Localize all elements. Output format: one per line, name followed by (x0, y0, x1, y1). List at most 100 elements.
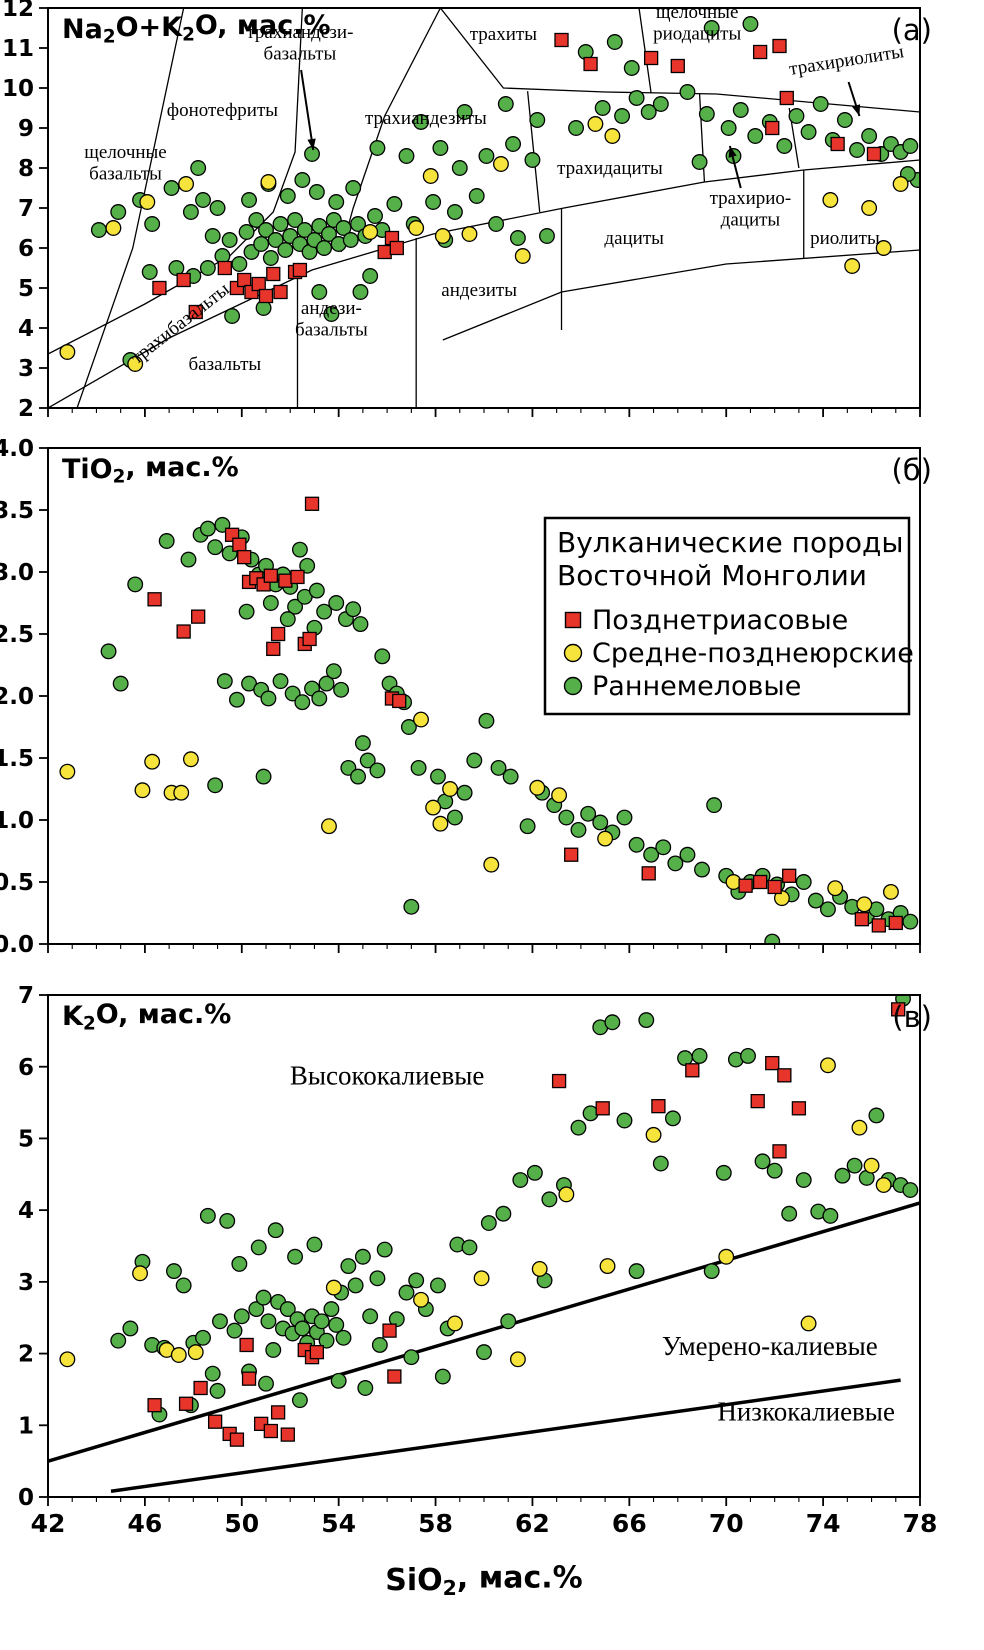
data-point-early_cretaceous (403, 1349, 420, 1366)
data-point-early_cretaceous (308, 184, 325, 200)
data-point-middle_late_jurassic (325, 1279, 342, 1296)
data-point-late_triassic (193, 1380, 208, 1396)
panel-k2o: Высококалиевые Умерено-калиевые Низкокалие… (18, 983, 932, 1511)
data-point-middle_late_jurassic (473, 1270, 490, 1287)
data-point-late_triassic (772, 1144, 787, 1159)
data-point-early_cretaceous (849, 142, 865, 158)
data-point-early_cretaceous (340, 1258, 357, 1275)
data-point-late_triassic (188, 304, 203, 320)
data-point-early_cretaceous (260, 690, 277, 707)
field-boundary-line (638, 8, 652, 94)
data-point-early_cretaceous (652, 1155, 669, 1172)
y-tick-label: 3.5 (0, 498, 34, 524)
y-tick-label: 5 (18, 1126, 34, 1152)
series-early_cretaceous (90, 16, 920, 368)
data-point-early_cretaceous (781, 1205, 798, 1222)
y-tick-label: 2 (18, 396, 34, 422)
data-point-late_triassic (241, 1371, 257, 1386)
y-tick-label: 10 (2, 76, 34, 102)
field-label: трахиты (470, 24, 537, 45)
y-tick-label: 4.0 (0, 436, 34, 462)
data-point-middle_late_jurassic (425, 799, 442, 816)
data-point-middle_late_jurassic (442, 781, 459, 797)
data-point-early_cretaceous (347, 1277, 364, 1294)
data-point-early_cretaceous (834, 1167, 851, 1184)
x-tick-label: 74 (806, 1509, 841, 1538)
data-point-early_cretaceous (679, 84, 696, 100)
data-point-early_cretaceous (367, 208, 383, 224)
annotation-arrowhead (852, 104, 861, 116)
y-tick-label: 4 (18, 316, 34, 342)
data-point-middle_late_jurassic (434, 228, 451, 244)
data-point-early_cretaceous (287, 212, 304, 228)
data-point-early_cretaceous (369, 140, 386, 156)
data-point-early_cretaceous (446, 204, 463, 220)
x-tick-label: 54 (321, 1509, 356, 1538)
data-point-early_cretaceous (638, 1012, 655, 1029)
data-point-early_cretaceous (451, 160, 468, 176)
data-point-late_triassic (273, 284, 288, 300)
y-tick-label: 5 (18, 276, 34, 302)
field-boundary-line (48, 1201, 920, 1463)
y-tick-label: 1 (18, 1413, 34, 1439)
field-boundary-line (110, 1378, 901, 1493)
data-point-early_cretaceous (400, 719, 417, 735)
data-point-middle_late_jurassic (875, 1177, 892, 1193)
data-point-early_cretaceous (628, 836, 645, 853)
data-point-late_triassic (791, 1101, 807, 1116)
series-middle_late_jurassic (59, 116, 909, 372)
data-point-early_cretaceous (207, 777, 224, 794)
data-point-early_cretaceous (425, 194, 442, 210)
data-point-late_triassic (178, 1396, 194, 1411)
data-point-middle_late_jurassic (558, 1186, 575, 1203)
data-point-early_cretaceous (163, 180, 180, 196)
data-point-early_cretaceous (616, 1112, 633, 1129)
data-point-late_triassic (782, 868, 797, 883)
data-point-early_cretaceous (502, 768, 519, 785)
x-axis-title: SiO2, мас.% (385, 1561, 582, 1600)
data-point-middle_late_jurassic (822, 192, 839, 208)
data-point-early_cretaceous (277, 242, 294, 258)
data-point-early_cretaceous (294, 172, 311, 188)
data-point-early_cretaceous (512, 1172, 529, 1188)
data-point-early_cretaceous (294, 694, 311, 711)
data-point-early_cretaceous (691, 154, 708, 170)
y-tick-label: 0.5 (0, 870, 34, 896)
y-tick-label: 1.0 (0, 808, 34, 834)
data-point-early_cretaceous (166, 1263, 182, 1280)
data-point-late_triassic (232, 537, 247, 552)
data-point-early_cretaceous (291, 1392, 308, 1409)
data-point-early_cretaceous (199, 260, 216, 276)
data-point-early_cretaceous (766, 1162, 783, 1179)
data-point-early_cretaceous (267, 1222, 284, 1239)
data-point-early_cretaceous (430, 768, 446, 785)
data-point-early_cretaceous (335, 1329, 352, 1346)
data-point-early_cretaceous (325, 663, 342, 680)
x-tick-label: 70 (709, 1509, 744, 1538)
data-point-early_cretaceous (357, 1380, 374, 1396)
annotation-arrowhead (728, 146, 737, 158)
data-point-late_triassic (229, 1432, 245, 1447)
data-point-middle_late_jurassic (461, 226, 478, 242)
data-point-early_cretaceous (386, 196, 403, 212)
data-point-middle_late_jurassic (514, 248, 531, 264)
data-point-middle_late_jurassic (59, 1351, 76, 1368)
series-late_triassic (147, 496, 903, 933)
data-point-early_cretaceous (369, 1270, 386, 1287)
field-label: Умерено-калиевые (662, 1331, 878, 1361)
data-point-early_cretaceous (430, 1277, 446, 1294)
data-point-early_cretaceous (466, 752, 483, 769)
y-tick-label: 9 (18, 116, 34, 142)
series-late_triassic (147, 1002, 906, 1447)
data-point-early_cretaceous (820, 901, 836, 918)
data-point-early_cretaceous (248, 1301, 265, 1318)
x-tick-label: 42 (31, 1509, 66, 1538)
data-point-early_cretaceous (204, 228, 221, 244)
data-point-early_cretaceous (362, 1308, 379, 1325)
data-point-early_cretaceous (207, 539, 224, 556)
data-point-early_cretaceous (228, 691, 245, 708)
data-point-middle_late_jurassic (144, 753, 161, 770)
data-point-early_cretaceous (822, 1207, 839, 1224)
y-tick-label: 12 (2, 0, 34, 22)
data-point-early_cretaceous (330, 1372, 347, 1389)
